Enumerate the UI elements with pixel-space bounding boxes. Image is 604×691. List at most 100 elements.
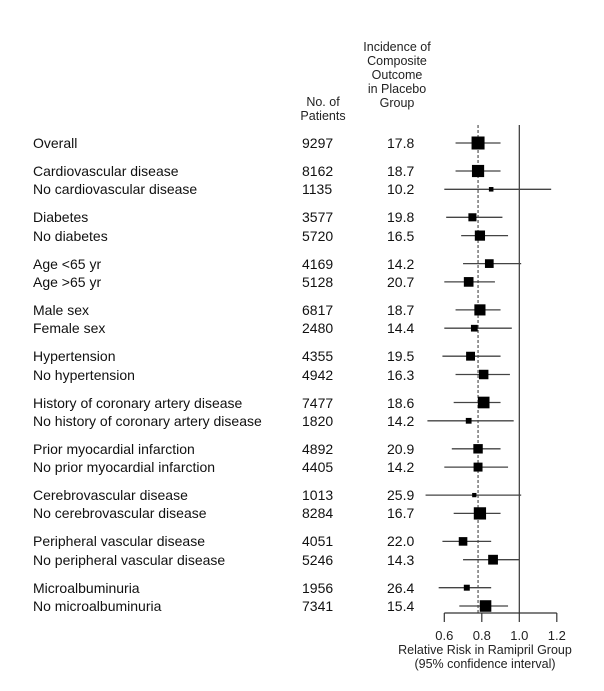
header-line: Incidence of xyxy=(363,40,431,54)
x-axis-label-line1: Relative Risk in Ramipril Group xyxy=(398,643,572,657)
row-incidence: 16.3 xyxy=(387,366,415,383)
x-tick-label: 0.6 xyxy=(435,628,453,643)
row-label: Female sex xyxy=(33,320,106,337)
row-label: No diabetes xyxy=(33,227,108,244)
x-tick-label: 0.8 xyxy=(473,628,491,643)
row-incidence: 10.2 xyxy=(387,181,415,198)
row-patients: 4051 xyxy=(302,533,334,550)
point-estimate xyxy=(479,600,492,612)
row-patients: 3577 xyxy=(302,209,334,226)
point-estimate xyxy=(466,351,475,361)
point-estimate xyxy=(463,584,470,591)
header-line: Outcome xyxy=(371,68,423,82)
row-label: Age >65 yr xyxy=(33,273,102,290)
row-patients: 4405 xyxy=(302,459,334,476)
row-label: No prior myocardial infarction xyxy=(33,459,216,476)
row-label: No cardiovascular disease xyxy=(33,181,198,198)
point-estimate xyxy=(474,304,486,316)
row-incidence: 16.5 xyxy=(387,227,415,244)
row-incidence: 25.9 xyxy=(387,487,415,504)
row-incidence: 14.4 xyxy=(387,320,415,337)
row-incidence: 14.2 xyxy=(387,255,415,272)
point-estimate xyxy=(473,462,483,472)
row-incidence: 26.4 xyxy=(387,579,415,596)
row-patients: 1013 xyxy=(302,487,334,504)
row-incidence: 14.2 xyxy=(387,459,415,476)
point-estimate xyxy=(468,213,477,222)
row-patients: 2480 xyxy=(302,320,334,337)
x-axis-label-line2: (95% confidence interval) xyxy=(414,657,556,671)
point-estimate xyxy=(477,396,490,409)
point-estimate xyxy=(488,554,498,565)
point-estimate xyxy=(474,230,486,241)
point-estimate xyxy=(470,324,478,332)
x-tick-label: 1.2 xyxy=(548,628,566,643)
row-label: No history of coronary artery disease xyxy=(33,412,262,429)
point-estimate xyxy=(472,492,477,498)
point-estimate xyxy=(484,259,494,268)
row-patients: 1820 xyxy=(302,412,334,429)
row-patients: 8162 xyxy=(302,163,334,179)
header-line: in Placebo xyxy=(367,82,427,96)
point-estimate xyxy=(471,136,485,150)
row-patients: 1956 xyxy=(302,579,334,596)
point-estimate xyxy=(465,417,472,424)
row-patients: 4942 xyxy=(302,366,334,383)
row-label: No peripheral vascular disease xyxy=(33,551,226,568)
point-estimate xyxy=(473,444,483,454)
header-line: No. of xyxy=(306,95,340,109)
row-label: Male sex xyxy=(33,301,90,318)
header-line: Composite xyxy=(367,54,427,68)
point-estimate xyxy=(488,187,494,192)
row-patients: 1135 xyxy=(302,181,333,198)
row-incidence: 19.8 xyxy=(387,209,415,226)
point-estimate xyxy=(463,277,474,287)
row-label: No hypertension xyxy=(33,366,135,383)
row-label: Prior myocardial infarction xyxy=(33,440,195,457)
row-incidence: 16.7 xyxy=(387,505,415,522)
point-estimate xyxy=(478,369,489,380)
row-incidence: 18.6 xyxy=(387,394,415,411)
row-patients: 8284 xyxy=(302,505,334,522)
row-patients: 5128 xyxy=(302,273,334,290)
row-patients: 4169 xyxy=(302,255,334,272)
row-label: Cerebrovascular disease xyxy=(33,487,188,504)
row-label: Overall xyxy=(33,135,78,151)
row-label: No microalbuminuria xyxy=(33,598,162,614)
row-incidence: 17.8 xyxy=(387,135,415,151)
point-estimate xyxy=(473,507,487,520)
header-line: Group xyxy=(379,96,415,110)
row-patients: 7477 xyxy=(302,394,334,411)
row-incidence: 14.2 xyxy=(387,412,415,429)
row-label: Hypertension xyxy=(33,348,116,365)
row-patients: 5720 xyxy=(302,227,334,244)
row-incidence: 22.0 xyxy=(387,533,415,550)
row-patients: 4355 xyxy=(302,348,334,365)
incidence-column-header: Incidence of Composite Outcome in Placebo Gr… xyxy=(352,40,442,110)
x-tick-label: 1.0 xyxy=(510,628,528,643)
row-patients: 4892 xyxy=(302,440,334,457)
row-incidence: 15.4 xyxy=(387,598,415,614)
patients-column-header: No. of Patients xyxy=(288,95,358,123)
row-incidence: 14.3 xyxy=(387,551,415,568)
row-label: Peripheral vascular disease xyxy=(33,533,205,550)
row-incidence: 18.7 xyxy=(387,163,415,179)
row-incidence: 20.7 xyxy=(387,273,415,290)
x-axis-label: Relative Risk in Ramipril Group (95% con… xyxy=(390,643,580,671)
row-label: Age <65 yr xyxy=(33,255,102,272)
row-label: Diabetes xyxy=(33,209,89,226)
point-estimate xyxy=(458,537,468,546)
row-patients: 5246 xyxy=(302,551,334,568)
row-label: Microalbuminuria xyxy=(33,579,140,596)
row-patients: 9297 xyxy=(302,135,334,151)
row-patients: 6817 xyxy=(302,301,334,318)
row-label: Cardiovascular disease xyxy=(33,163,179,179)
header-line: Patients xyxy=(300,109,346,123)
row-label: No cerebrovascular disease xyxy=(33,505,207,522)
row-patients: 7341 xyxy=(302,598,334,614)
point-estimate xyxy=(471,164,485,178)
row-incidence: 19.5 xyxy=(387,348,415,365)
row-label: History of coronary artery disease xyxy=(33,394,243,411)
row-incidence: 20.9 xyxy=(387,440,415,457)
